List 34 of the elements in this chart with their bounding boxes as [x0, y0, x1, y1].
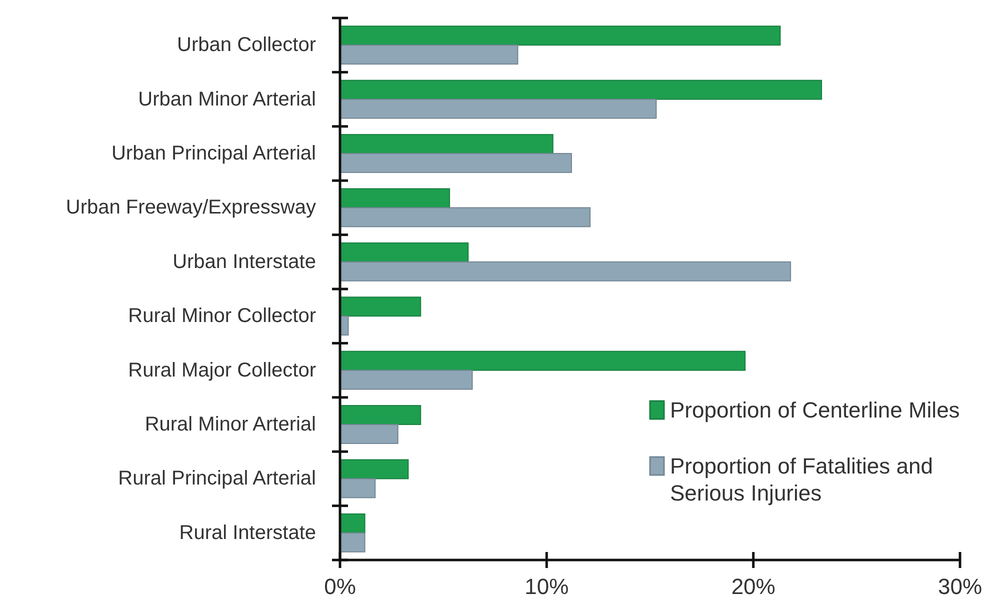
y-tick-label: Urban Interstate	[172, 250, 316, 273]
bar	[340, 207, 591, 228]
legend-label: Proportion of Centerline Miles	[670, 398, 960, 423]
x-tick-label: 20%	[731, 574, 776, 599]
bar	[340, 478, 376, 498]
bar	[340, 532, 366, 552]
x-tick-label: 0%	[324, 574, 356, 599]
y-tick-label: Urban Collector	[177, 34, 316, 56]
bar	[340, 188, 450, 208]
bar	[340, 261, 792, 282]
y-tick-label: Rural Interstate	[179, 522, 316, 544]
bar	[340, 153, 572, 173]
y-tick-label: Urban Principal Arterial	[111, 142, 316, 164]
bar	[340, 242, 469, 262]
x-tick-label: 10%	[524, 574, 569, 599]
bar	[340, 405, 422, 425]
bar	[340, 296, 422, 317]
y-tick-label: Urban Minor Arterial	[138, 88, 316, 110]
y-tick-label: Rural Minor Arterial	[144, 414, 316, 436]
x-tick-label: 30%	[938, 574, 982, 599]
y-tick-label: Rural Major Collector	[128, 359, 316, 382]
bar	[340, 370, 473, 390]
bar	[340, 26, 781, 46]
bar	[340, 44, 518, 65]
bar	[340, 424, 398, 444]
y-tick-label: Rural Minor Collector	[128, 305, 316, 328]
bar	[340, 134, 554, 154]
y-tick-label: Rural Principal Arterial	[118, 468, 316, 490]
bar	[340, 80, 822, 100]
bar	[340, 98, 657, 119]
bar	[340, 459, 409, 480]
bar	[340, 350, 746, 371]
y-tick-label: Urban Freeway/Expressway	[66, 196, 316, 219]
legend-label: Proportion of Fatalities and Serious Injuries	[670, 454, 933, 506]
